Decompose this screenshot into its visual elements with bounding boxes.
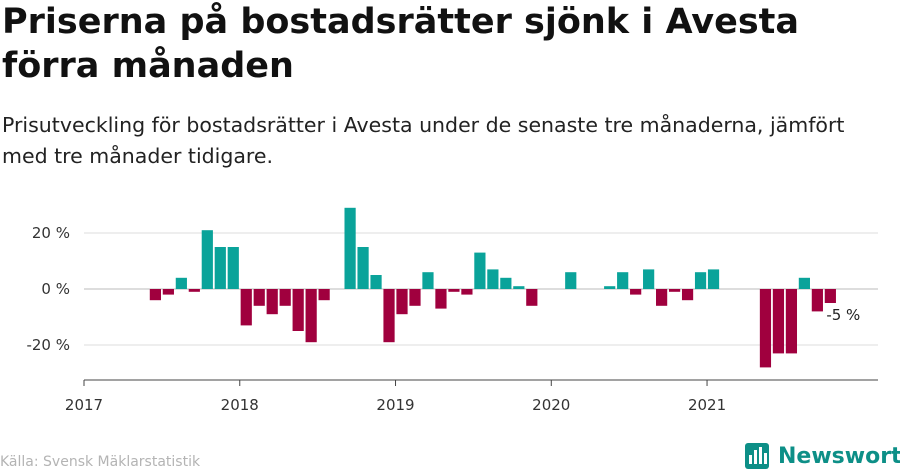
bar-2021-09 <box>811 289 823 312</box>
bar-2017-09 <box>188 289 200 292</box>
bar-2020-09 <box>656 289 668 306</box>
bar-2021-08 <box>798 277 810 289</box>
bar-2020-07 <box>630 289 642 295</box>
bar-2017-07 <box>162 289 174 295</box>
bar-2021-07 <box>785 289 798 354</box>
x-tick-label: 2019 <box>376 396 414 414</box>
bar-2019-04 <box>435 289 447 309</box>
bar-2019-02 <box>409 289 421 306</box>
bar-2021-05 <box>759 289 772 368</box>
bar-2018-02 <box>253 289 265 306</box>
bar-2018-11 <box>370 275 382 289</box>
bar-2019-09 <box>500 277 512 289</box>
brand-name: Newsworthy <box>778 443 900 469</box>
bar-2020-10 <box>668 289 681 292</box>
bar-2020-05 <box>604 286 616 289</box>
newsworthy-icon <box>745 443 769 469</box>
x-tick-label: 2021 <box>688 396 726 414</box>
x-axis: 2017 2018 2019 2020 2021 <box>65 379 878 414</box>
y-tick-label: 20 % <box>32 224 70 242</box>
bar-2018-05 <box>292 289 304 331</box>
bar-2018-03 <box>266 289 278 315</box>
source-note: Källa: Svensk Mäklarstatistik <box>0 454 201 470</box>
annotation: -5 % <box>826 306 860 324</box>
bar-2021-06 <box>772 289 785 354</box>
bar-2017-11 <box>214 247 226 289</box>
bar-2021-10 <box>824 289 836 303</box>
bar-2018-06 <box>305 289 317 343</box>
bar-2020-08 <box>643 269 655 289</box>
bar-2017-10 <box>201 230 213 289</box>
bar-2019-08 <box>487 269 499 289</box>
bars <box>149 207 836 368</box>
bar-2018-07 <box>318 289 330 301</box>
bar-2019-11 <box>526 289 538 306</box>
bar-2019-05 <box>448 289 460 292</box>
bar-2020-12 <box>694 272 707 289</box>
bar-2018-10 <box>357 247 369 289</box>
bar-2019-01 <box>396 289 408 315</box>
bar-2019-10 <box>513 286 525 289</box>
x-tick-label: 2018 <box>221 396 259 414</box>
bar-2018-12 <box>383 289 395 343</box>
bar-2019-03 <box>422 272 434 289</box>
newsworthy-logo[interactable]: Newsworthy <box>744 441 900 471</box>
bar-2019-07 <box>474 252 486 289</box>
bar-2017-12 <box>227 247 239 289</box>
bar-2018-04 <box>279 289 291 306</box>
y-tick-label: 0 % <box>41 280 70 298</box>
bar-2018-09 <box>344 207 356 289</box>
bar-2019-06 <box>461 289 473 295</box>
chart-title: Priserna på bostadsrätter sjönk i Avesta… <box>2 2 800 86</box>
bar-2020-11 <box>681 289 694 301</box>
chart-subtitle: Prisutveckling för bostadsrätter i Avest… <box>2 113 845 168</box>
y-axis: 20 % 0 % -20 % <box>26 224 70 354</box>
bar-2020-02 <box>565 272 577 289</box>
bar-2017-08 <box>175 277 187 289</box>
bar-2018-01 <box>240 289 252 326</box>
x-tick-label: 2017 <box>65 396 103 414</box>
bar-2020-06 <box>617 272 629 289</box>
y-tick-label: -20 % <box>26 336 70 354</box>
bar-2021-01 <box>707 269 720 289</box>
bar-2017-06 <box>149 289 161 301</box>
x-tick-label: 2020 <box>532 396 570 414</box>
data-label: -5 % <box>826 306 860 324</box>
